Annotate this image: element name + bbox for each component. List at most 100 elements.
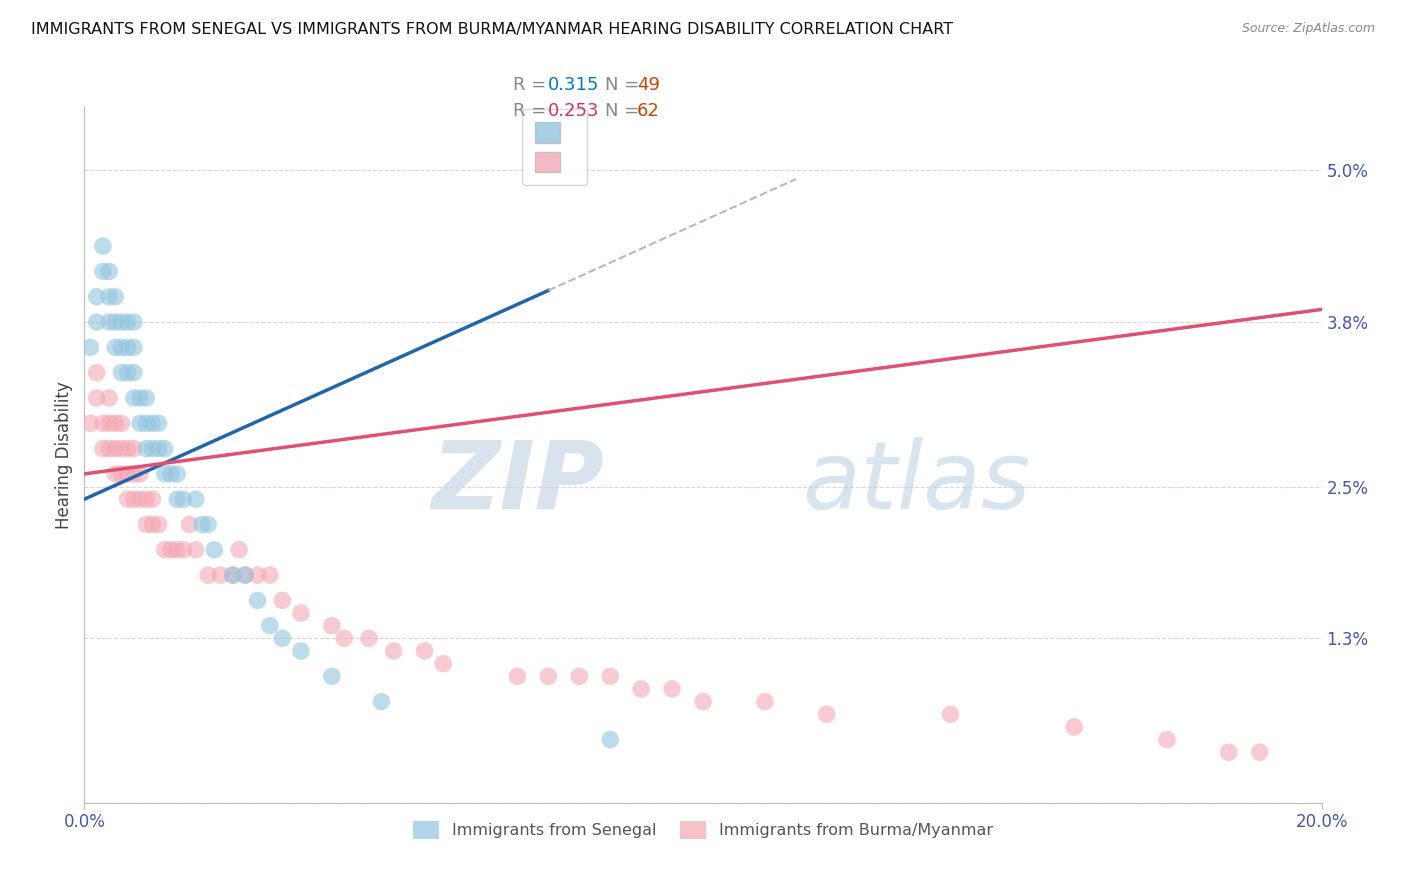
Point [117,492,139,507]
Point [141,492,163,507]
Point [233,568,256,582]
Text: 49: 49 [637,76,659,94]
Point [153,467,176,481]
Point [98,442,121,456]
Text: atlas: atlas [801,437,1031,528]
Point [110,417,132,431]
Point [259,618,281,632]
Point [122,442,145,456]
Legend: Immigrants from Senegal, Immigrants from Burma/Myanmar: Immigrants from Senegal, Immigrants from… [405,813,1001,847]
Point [1249,745,1271,759]
Point [135,391,157,405]
Point [222,568,245,582]
Point [91,442,114,456]
Point [290,606,312,620]
Point [91,264,114,278]
Text: 0.315: 0.315 [548,76,600,94]
Point [222,568,245,582]
Point [135,492,157,507]
Point [1218,745,1240,759]
Point [122,315,145,329]
Point [86,366,108,380]
Point [166,492,188,507]
Point [104,290,127,304]
Point [184,492,207,507]
Point [141,517,163,532]
Text: IMMIGRANTS FROM SENEGAL VS IMMIGRANTS FROM BURMA/MYANMAR HEARING DISABILITY CORR: IMMIGRANTS FROM SENEGAL VS IMMIGRANTS FR… [31,22,953,37]
Point [413,644,436,658]
Point [166,467,188,481]
Text: 62: 62 [637,103,659,120]
Point [1063,720,1085,734]
Point [91,239,114,253]
Text: N =: N = [605,76,638,94]
Point [122,391,145,405]
Point [432,657,454,671]
Point [79,340,101,354]
Point [166,542,188,557]
Point [148,442,170,456]
Point [110,442,132,456]
Point [110,315,132,329]
Point [202,542,225,557]
Text: N =: N = [605,103,638,120]
Point [104,340,127,354]
Point [271,593,294,607]
Point [117,340,139,354]
Point [91,417,114,431]
Point [333,632,356,646]
Point [692,695,714,709]
Point [98,264,121,278]
Point [184,542,207,557]
Point [290,644,312,658]
Point [122,492,145,507]
Point [160,542,183,557]
Point [191,517,214,532]
Text: R =: R = [513,76,547,94]
Point [815,707,838,722]
Point [104,315,127,329]
Point [98,290,121,304]
Point [129,492,152,507]
Point [357,632,380,646]
Point [321,669,343,683]
Point [135,417,157,431]
Point [110,366,132,380]
Point [129,417,152,431]
Point [172,542,194,557]
Point [86,315,108,329]
Point [153,442,176,456]
Point [79,417,101,431]
Point [370,695,392,709]
Point [98,417,121,431]
Text: R =: R = [513,103,547,120]
Point [197,517,219,532]
Point [122,467,145,481]
Point [122,366,145,380]
Point [246,593,269,607]
Text: Source: ZipAtlas.com: Source: ZipAtlas.com [1241,22,1375,36]
Point [172,492,194,507]
Point [117,467,139,481]
Point [104,417,127,431]
Point [568,669,591,683]
Point [599,732,621,747]
Point [148,517,170,532]
Point [754,695,776,709]
Point [129,467,152,481]
Point [117,315,139,329]
Point [197,568,219,582]
Point [86,391,108,405]
Point [141,417,163,431]
Point [98,391,121,405]
Point [110,467,132,481]
Point [104,442,127,456]
Point [661,681,683,696]
Point [209,568,232,582]
Y-axis label: Hearing Disability: Hearing Disability [55,381,73,529]
Point [122,340,145,354]
Point [246,568,269,582]
Point [630,681,652,696]
Text: 0.253: 0.253 [548,103,600,120]
Point [233,568,256,582]
